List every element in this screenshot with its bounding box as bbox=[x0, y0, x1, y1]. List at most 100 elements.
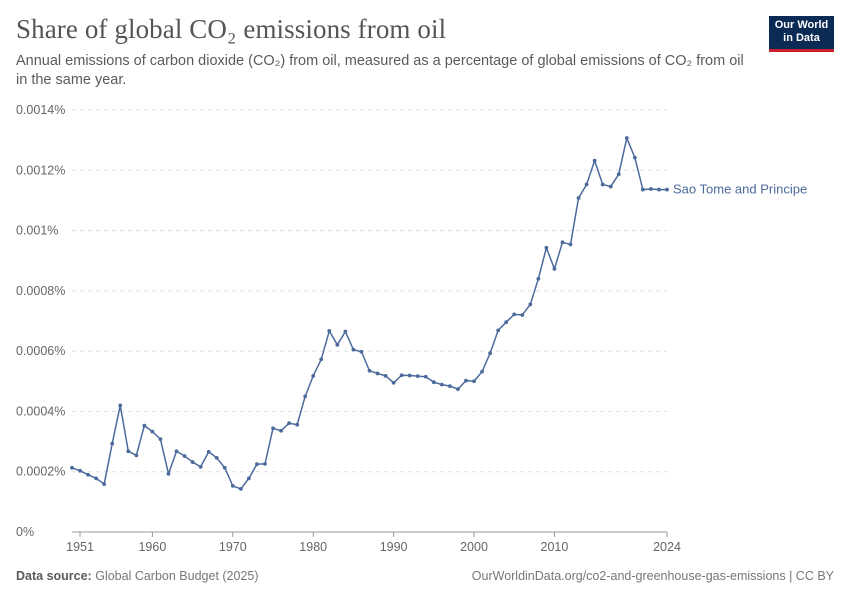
data-point bbox=[367, 368, 372, 373]
data-point bbox=[327, 329, 332, 333]
data-point bbox=[230, 483, 235, 488]
data-point bbox=[142, 423, 147, 428]
data-point bbox=[544, 245, 549, 250]
x-tick-label: 2024 bbox=[653, 540, 681, 554]
data-point bbox=[246, 476, 251, 481]
data-point bbox=[640, 187, 645, 192]
data-point bbox=[295, 422, 300, 427]
data-point bbox=[70, 465, 74, 470]
data-point bbox=[528, 302, 533, 307]
data-point bbox=[665, 187, 669, 192]
data-point bbox=[657, 187, 661, 192]
y-tick-label: 0.0006% bbox=[16, 344, 65, 358]
data-point bbox=[391, 380, 396, 385]
data-point bbox=[166, 471, 171, 476]
y-tick-label: 0.001% bbox=[16, 224, 58, 238]
data-point bbox=[102, 482, 107, 486]
data-source: Data source: Global Carbon Budget (2025) bbox=[16, 569, 259, 583]
x-tick-label: 2000 bbox=[460, 540, 488, 554]
y-tick-label: 0.0014% bbox=[16, 103, 65, 117]
data-point bbox=[118, 403, 123, 408]
data-point bbox=[472, 379, 476, 384]
data-point bbox=[375, 371, 380, 376]
data-point bbox=[206, 449, 211, 454]
data-point bbox=[343, 329, 348, 334]
chart-subtitle: Annual emissions of carbon dioxide (CO₂)… bbox=[16, 53, 744, 88]
data-point bbox=[576, 196, 581, 200]
data-point bbox=[600, 182, 605, 187]
data-point bbox=[238, 486, 243, 491]
data-point bbox=[303, 394, 308, 399]
data-source-label: Data source: bbox=[16, 569, 92, 583]
data-point bbox=[198, 464, 203, 469]
data-point bbox=[182, 454, 187, 458]
data-point bbox=[488, 351, 493, 356]
x-tick-label: 1960 bbox=[138, 540, 166, 554]
data-point bbox=[568, 242, 573, 247]
data-point bbox=[584, 182, 589, 187]
data-point bbox=[214, 455, 219, 460]
data-point bbox=[359, 349, 364, 354]
data-point bbox=[496, 328, 501, 333]
data-point bbox=[174, 449, 179, 454]
data-point bbox=[335, 342, 340, 347]
data-source-value[interactable]: Global Carbon Budget (2025) bbox=[95, 569, 259, 583]
x-tick-label: 1951 bbox=[66, 540, 94, 554]
data-point bbox=[150, 429, 155, 434]
series-line bbox=[71, 137, 667, 490]
data-point bbox=[560, 240, 565, 245]
data-point bbox=[399, 373, 404, 378]
data-point bbox=[222, 465, 227, 470]
y-tick-label: 0% bbox=[16, 525, 34, 539]
data-point bbox=[431, 380, 436, 385]
data-point bbox=[311, 373, 316, 378]
data-point bbox=[134, 453, 139, 458]
data-point bbox=[439, 382, 444, 387]
data-point bbox=[78, 468, 82, 473]
x-tick-label: 1970 bbox=[219, 540, 247, 554]
data-point bbox=[319, 357, 324, 362]
series-label: Sao Tome and Principe bbox=[673, 182, 807, 197]
data-point bbox=[383, 373, 388, 378]
data-point bbox=[287, 421, 291, 426]
chart-title: Share of global CO₂ emissions from oil bbox=[16, 14, 447, 44]
x-tick-label: 1990 bbox=[380, 540, 408, 554]
y-tick-label: 0.0012% bbox=[16, 163, 65, 177]
logo-line-1: Our World bbox=[774, 19, 829, 31]
y-tick-label: 0.0004% bbox=[16, 404, 65, 418]
data-point bbox=[608, 184, 613, 189]
data-point bbox=[552, 266, 557, 271]
x-tick-label: 1980 bbox=[299, 540, 327, 554]
data-point bbox=[592, 158, 597, 163]
data-point bbox=[279, 428, 283, 433]
data-point bbox=[464, 378, 468, 383]
footer-link[interactable]: OurWorldinData.org/co2-and-greenhouse-ga… bbox=[472, 569, 834, 583]
data-point bbox=[271, 426, 275, 431]
data-point bbox=[456, 387, 460, 392]
data-point bbox=[94, 476, 99, 481]
owid-logo[interactable]: Our World in Data bbox=[769, 16, 834, 52]
data-point bbox=[263, 461, 267, 466]
data-point bbox=[351, 347, 356, 352]
logo-line-2: in Data bbox=[783, 32, 820, 44]
data-point bbox=[616, 172, 621, 177]
data-point bbox=[415, 374, 420, 379]
data-point bbox=[480, 369, 484, 374]
data-point bbox=[649, 187, 653, 191]
data-point bbox=[407, 373, 412, 378]
data-point bbox=[632, 155, 637, 160]
data-point bbox=[448, 384, 452, 389]
source-url-link[interactable]: OurWorldinData.org/co2-and-greenhouse-ga… bbox=[471, 569, 834, 583]
data-point bbox=[158, 437, 163, 442]
data-point bbox=[520, 313, 525, 317]
data-point bbox=[126, 449, 131, 454]
x-tick-label: 2010 bbox=[541, 540, 569, 554]
data-point bbox=[512, 312, 517, 317]
y-tick-label: 0.0008% bbox=[16, 284, 65, 298]
data-point bbox=[255, 462, 259, 467]
data-point bbox=[190, 460, 195, 464]
data-point bbox=[536, 276, 541, 281]
data-point bbox=[110, 441, 115, 446]
data-point bbox=[624, 136, 629, 140]
